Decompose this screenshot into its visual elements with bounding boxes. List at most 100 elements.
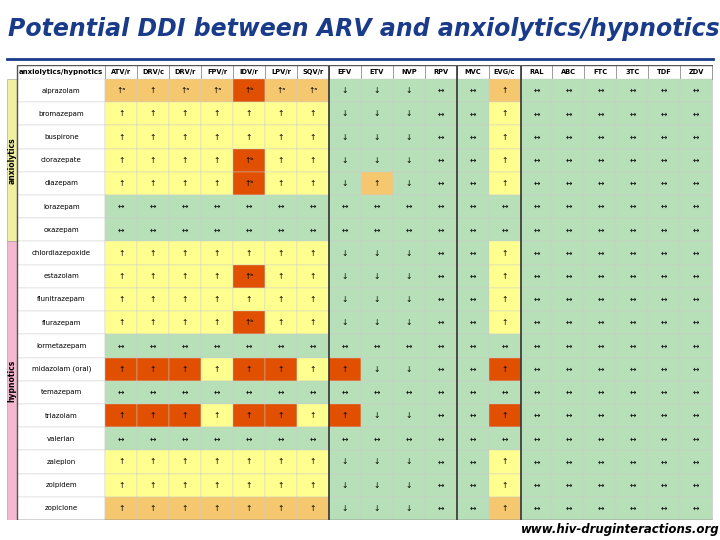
Bar (297, 497, 329, 520)
Bar (137, 125, 169, 148)
Bar (521, 195, 552, 218)
Bar (329, 148, 361, 172)
Bar (17, 497, 105, 520)
Bar (361, 102, 392, 125)
Bar (105, 427, 137, 450)
Bar (552, 334, 585, 357)
Text: ↔: ↔ (597, 481, 603, 490)
Text: valerian: valerian (47, 436, 76, 442)
Text: ↔: ↔ (501, 341, 508, 350)
Text: flurazepam: flurazepam (42, 320, 81, 326)
Text: ↔: ↔ (629, 272, 636, 281)
Bar (137, 404, 169, 427)
Bar (169, 311, 201, 334)
Bar (392, 404, 425, 427)
Text: ↔: ↔ (693, 504, 699, 513)
Bar (201, 497, 233, 520)
Text: ↑: ↑ (118, 132, 125, 141)
Bar (648, 288, 680, 311)
Bar (585, 404, 616, 427)
Text: ↓: ↓ (374, 411, 380, 420)
Text: ↔: ↔ (693, 86, 699, 95)
Text: buspirone: buspirone (44, 134, 78, 140)
Bar (169, 79, 201, 102)
Text: ↑: ↑ (118, 504, 125, 513)
Bar (680, 450, 712, 474)
Text: ↑: ↑ (182, 295, 188, 304)
Bar (616, 65, 648, 79)
Bar (585, 102, 616, 125)
Bar (425, 427, 456, 450)
Text: ↔: ↔ (118, 434, 125, 443)
Bar (585, 497, 616, 520)
Text: ↔: ↔ (182, 225, 188, 234)
Bar (648, 427, 680, 450)
Bar (456, 195, 489, 218)
Bar (233, 102, 265, 125)
Text: ↑: ↑ (118, 295, 125, 304)
Text: lorazepam: lorazepam (43, 204, 79, 210)
Bar (233, 241, 265, 265)
Text: ↑: ↑ (182, 504, 188, 513)
Text: ↑: ↑ (501, 179, 508, 188)
Bar (329, 311, 361, 334)
Bar (648, 172, 680, 195)
Bar (201, 474, 233, 497)
Text: ↔: ↔ (693, 434, 699, 443)
Bar (425, 381, 456, 404)
Text: ↑: ↑ (150, 86, 156, 95)
Text: ↑: ↑ (501, 504, 508, 513)
Bar (169, 102, 201, 125)
Bar (521, 497, 552, 520)
Bar (425, 265, 456, 288)
Text: ↔: ↔ (438, 295, 444, 304)
Bar (17, 79, 105, 102)
Text: ↔: ↔ (214, 341, 220, 350)
Text: alprazolam: alprazolam (42, 87, 81, 93)
Text: ↑: ↑ (214, 457, 220, 467)
Bar (585, 218, 616, 241)
Bar (329, 265, 361, 288)
Text: ↑: ↑ (182, 109, 188, 118)
Bar (489, 172, 521, 195)
Text: ↔: ↔ (341, 388, 348, 397)
Bar (521, 102, 552, 125)
Bar (680, 404, 712, 427)
Bar (297, 334, 329, 357)
Bar (616, 265, 648, 288)
Text: ↑: ↑ (150, 272, 156, 281)
Text: ETV: ETV (369, 69, 384, 75)
Text: ↑: ↑ (118, 179, 125, 188)
Text: ↑: ↑ (118, 272, 125, 281)
Text: ↔: ↔ (118, 341, 125, 350)
Text: ↔: ↔ (597, 364, 603, 374)
Bar (552, 474, 585, 497)
Text: ↔: ↔ (534, 341, 540, 350)
Text: ↔: ↔ (469, 225, 476, 234)
Bar (297, 311, 329, 334)
Text: ↔: ↔ (534, 364, 540, 374)
Text: ↔: ↔ (565, 248, 572, 258)
Text: ↔: ↔ (661, 318, 667, 327)
Text: ↔: ↔ (629, 504, 636, 513)
Text: ↔: ↔ (310, 341, 316, 350)
Bar (552, 404, 585, 427)
Text: ↑ᵇ: ↑ᵇ (244, 272, 253, 281)
Text: ↔: ↔ (597, 156, 603, 165)
Text: ↔: ↔ (693, 341, 699, 350)
Bar (552, 427, 585, 450)
Bar (456, 404, 489, 427)
Bar (425, 79, 456, 102)
Text: ↔: ↔ (438, 109, 444, 118)
Bar (361, 357, 392, 381)
Bar (521, 65, 552, 79)
Text: ↓: ↓ (405, 132, 412, 141)
Bar (297, 404, 329, 427)
Bar (585, 125, 616, 148)
Bar (17, 65, 105, 79)
Text: ↑: ↑ (501, 132, 508, 141)
Text: ↔: ↔ (565, 272, 572, 281)
Bar (201, 195, 233, 218)
Text: ↑: ↑ (278, 109, 284, 118)
Bar (489, 450, 521, 474)
